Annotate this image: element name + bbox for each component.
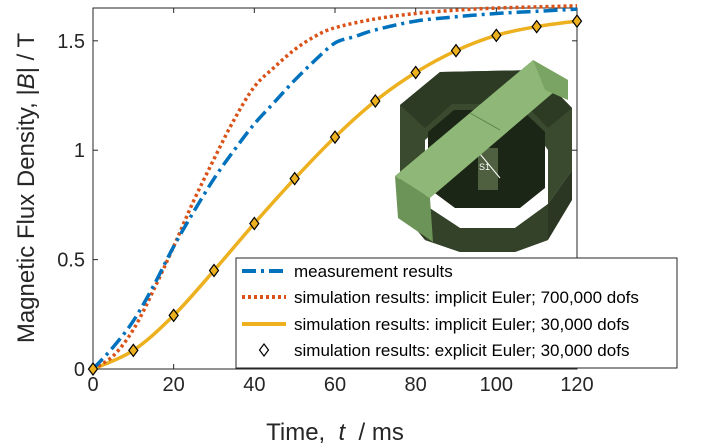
series-explicit-euler-marker	[370, 93, 381, 108]
series-explicit-euler-marker	[450, 43, 462, 58]
series-explicit-euler-marker	[87, 362, 99, 376]
y-tick-label: 1.5	[57, 31, 85, 53]
legend-swatch-explicit-30k	[258, 343, 270, 357]
legend-label-explicit-30k: simulation results: explicit Euler; 30,0…	[294, 341, 629, 360]
yoke-end	[533, 60, 568, 100]
legend-label-implicit-700k: simulation results: implicit Euler; 700,…	[294, 288, 639, 307]
core-center-pillar	[478, 148, 498, 190]
yoke-side	[395, 176, 433, 242]
x-tick-label: 20	[163, 374, 185, 396]
legend-entry-implicit-700k: simulation results: implicit Euler; 700,…	[242, 288, 639, 307]
x-tick-label: 40	[243, 374, 265, 396]
series-explicit-euler-marker	[329, 130, 341, 145]
legend-entry-explicit-30k: simulation results: explicit Euler; 30,0…	[258, 341, 629, 360]
x-tick-label: 120	[560, 374, 593, 396]
s1-label: S1	[479, 162, 490, 172]
series-layer	[87, 4, 583, 376]
series-explicit-euler-marker	[491, 28, 502, 43]
x-axis-title-prefix: Time,	[266, 419, 338, 446]
x-tick-label: 100	[480, 374, 513, 396]
x-tick-label: 0	[87, 374, 98, 396]
series-explicit-euler-marker	[289, 171, 300, 186]
legend-label-implicit-30k: simulation results: implicit Euler; 30,0…	[294, 315, 629, 334]
magnetic-core-inset: S1	[395, 60, 572, 252]
y-tick-label: 0.5	[57, 250, 85, 272]
x-axis-title-symbol: t	[339, 419, 347, 446]
y-axis-ticks: 0 0.5 1 1.5	[57, 31, 577, 381]
legend: measurement results simulation results: …	[235, 257, 678, 369]
series-explicit-euler-marker	[531, 19, 542, 34]
legend-label-measurement: measurement results	[294, 262, 453, 281]
y-axis-title-symbol: B	[13, 73, 40, 89]
y-tick-label: 0	[74, 359, 85, 381]
series-explicit-euler-marker	[128, 343, 139, 358]
series-explicit-euler-marker	[168, 308, 179, 323]
yoke-ridge	[469, 112, 501, 131]
x-axis-title-suffix: / ms	[345, 419, 404, 446]
core-front-face	[425, 204, 548, 252]
series-explicit-euler-marker	[208, 263, 220, 278]
x-tick-label: 80	[405, 374, 427, 396]
x-tick-label: 60	[324, 374, 346, 396]
series-explicit-euler-marker	[571, 14, 583, 29]
y-axis-title-suffix: | / T	[13, 32, 40, 73]
legend-entry-measurement: measurement results	[242, 262, 453, 281]
y-axis-title: Magnetic Flux Density, |B| / T	[13, 32, 40, 343]
legend-entry-implicit-30k: simulation results: implicit Euler; 30,0…	[242, 315, 629, 334]
yoke-top	[395, 60, 568, 198]
y-tick-label: 1	[74, 140, 85, 162]
series-implicit-700k-line	[92, 4, 578, 371]
y-axis-title-prefix: Magnetic Flux Density, |	[13, 89, 40, 343]
series-explicit-euler-marker	[410, 65, 421, 80]
x-axis-ticks: 0 20 40 60 80 100 120	[87, 8, 594, 396]
x-axis-title: Time, t / ms	[266, 419, 404, 446]
legend-box	[235, 257, 678, 369]
series-explicit-euler-marker	[249, 216, 260, 231]
